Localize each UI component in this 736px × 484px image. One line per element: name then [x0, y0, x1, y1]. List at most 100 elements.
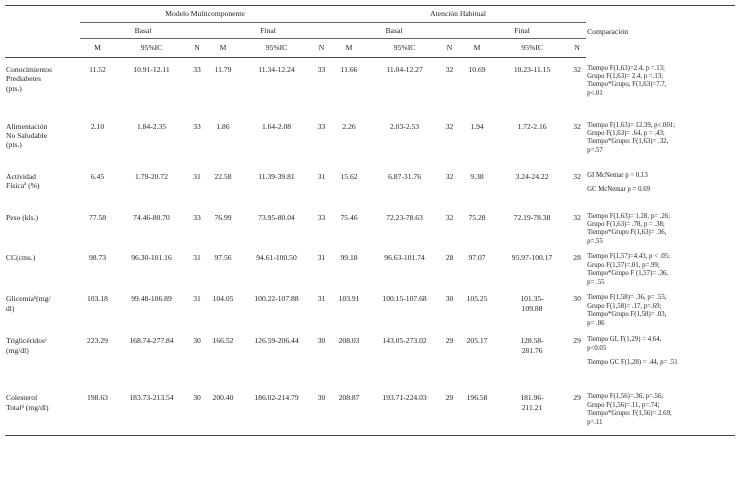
cell-mean: 11.66	[340, 65, 358, 74]
cell-mean: 208.03	[338, 336, 360, 346]
table-row: Conocimientos Prediabetes (pts.) 11.52 10.91…	[5, 58, 735, 115]
cell-ci: 101.35- 109.88	[520, 294, 544, 313]
cell-ci: 94.61-100.50	[256, 253, 297, 263]
cell-mean: 11.52	[89, 65, 106, 74]
cell-ci: 72.23-78.63	[386, 212, 423, 222]
header-row-groups: Modelo Multicomponente Atención Habitual…	[5, 5, 736, 36]
comparison-cell: Tiempo F(1,56)=.36, p=.56; Grupo F(1,56)=…	[586, 386, 735, 435]
cell-ci: 74.46-80.70	[133, 212, 170, 222]
comparison-line: Tiempo*Grupo F(1,63)= .36,	[587, 229, 667, 237]
cell-n: 30	[317, 393, 326, 403]
cell-mean: 98.73	[88, 253, 107, 263]
group-header-multicomponente: Modelo Multicomponente	[80, 5, 331, 23]
comparison-cell: Tiempo F(1,57)=4.43, p < .05; Grupo F(1,5…	[586, 246, 735, 287]
cell-mean: 166.52	[212, 336, 234, 346]
cell-n: 28	[445, 253, 454, 263]
cell-n: 30	[193, 336, 201, 346]
cell-n: 29	[573, 393, 581, 403]
comparison-line: Tiempo F(1,58)= .36, p= .55;	[587, 294, 667, 302]
comparison-line: Tiempo F(1,63)= 1.28, p= .26;	[587, 212, 671, 220]
cell-n: 32	[573, 212, 581, 222]
period-header-final-b: Final	[458, 22, 587, 39]
cell-ci: 126.59-206.44	[254, 336, 299, 346]
cell-ci: 73.95-80.04	[258, 212, 295, 222]
cell-ci: 99.48-106.89	[131, 294, 172, 304]
cell-mean: 99.18	[340, 253, 358, 263]
cell-n: 33	[317, 65, 326, 74]
comparison-line: Grupo F(1,56)=.11, p=.74;	[587, 401, 660, 409]
variable-label-line: Alimentación	[6, 121, 48, 131]
cell-ci: 1.84-2.35	[136, 121, 167, 131]
variable-label: Colesterol Totalᵈ (mg/dl)	[5, 386, 80, 435]
variable-label: Actividad Físicaª (%)	[5, 165, 80, 206]
cell-n: 32	[445, 65, 454, 74]
col-header-n: N	[441, 38, 459, 58]
comparison-line: Tiempo F(1,57)=4.43, p < .05;	[587, 253, 671, 261]
cell-mean: 75.28	[468, 212, 486, 222]
cell-n: 29	[445, 393, 454, 403]
cell-n: 28	[573, 253, 581, 263]
group-header-atencion-habitual: Atención Habitual	[330, 5, 587, 23]
cell-ci: 181.96- 211.21	[520, 393, 544, 412]
cell-mean: 104.05	[212, 294, 234, 304]
col-header-n: N	[188, 38, 206, 58]
cell-ci: 128.58- 281.76	[520, 336, 544, 355]
comparison-line: Tiempo*Grupo, F(1,63)=7.7,	[587, 81, 667, 89]
cell-mean: 1.94	[470, 121, 484, 131]
cell-n: 32	[445, 121, 454, 131]
header-blank	[5, 6, 80, 23]
variable-label: Conocimientos Prediabetes (pts.)	[5, 58, 80, 115]
cell-ci: 193.71-224.03	[382, 393, 427, 403]
cell-mean: 9.38	[470, 171, 484, 181]
cell-n: 33	[317, 212, 326, 222]
variable-label-line: (pts.)	[6, 83, 22, 93]
comparison-line: Tiempo*Grupo F (1,57)= .36,	[587, 270, 669, 278]
cell-ci: 143.05-273.02	[382, 336, 427, 346]
comparison-line: GI McNemar p = 0.13	[587, 171, 648, 179]
cell-mean: 10.69	[468, 65, 486, 74]
comparison-cell: Tiempo F(1,58)= .36, p= .55; Grupo F(1,58…	[586, 287, 735, 329]
period-header-basal-a: Basal	[80, 22, 206, 39]
comparison-header: Comparación	[587, 27, 629, 37]
comparison-line: Tiempo*Grupo F(1,58)= .03,	[587, 311, 667, 319]
cell-mean: 205.17	[466, 336, 488, 346]
cell-ci: 10.91-12.11	[133, 65, 170, 74]
col-header-n: N	[568, 38, 587, 58]
col-header-m: M	[330, 38, 369, 58]
comparison-line: Grupo F(1,63)= .78, p = .38;	[587, 220, 665, 228]
table-body: Conocimientos Prediabetes (pts.) 11.52 10.91…	[5, 58, 736, 436]
cell-n: 31	[193, 171, 201, 181]
comparison-line: Grupo F(1,57)=.01, p=.99;	[587, 261, 660, 269]
variable-label-line: Glicemiaᵇ(mg/	[6, 294, 51, 304]
cell-mean: 196.58	[466, 393, 488, 403]
cell-mean: 208.87	[338, 393, 360, 403]
comparison-line: p= .86	[587, 319, 605, 327]
cell-n: 31	[193, 253, 201, 263]
cell-ci: 96.30-101.16	[131, 253, 172, 263]
cell-mean: 198.63	[87, 393, 108, 403]
cell-mean: 200.40	[212, 393, 234, 403]
variable-label: Alimentación No Saludable (pts.)	[5, 115, 80, 165]
cell-mean: 223.29	[87, 336, 108, 346]
cell-n: 30	[193, 393, 201, 403]
variable-label: Glicemiaᵇ(mg/dl)	[5, 287, 80, 329]
cell-n: 32	[445, 171, 454, 181]
comparison-line: p=.55	[587, 237, 603, 245]
cell-ci: 95.97-100.17	[511, 253, 553, 263]
cell-n: 32	[573, 171, 581, 181]
table-row: Triglicéridosᶜ (mg/dl) 223.29 168.74-277.84…	[5, 329, 735, 386]
cell-n: 31	[317, 171, 326, 181]
cell-ci: 183.73-213.54	[129, 393, 174, 403]
comparison-line: Tiempo F(1,63)=2.4, p =.13;	[587, 64, 665, 72]
table-row: Alimentación No Saludable (pts.) 2.10 1.84-2…	[5, 115, 735, 165]
table-row: Peso (kls.) 77.58 74.46-80.70 33 76.99 73.95-…	[5, 206, 735, 247]
cell-mean: 22.58	[214, 171, 232, 181]
variable-label: CC(cms.)	[5, 246, 80, 287]
cell-ci: 168.74-277.84	[129, 336, 174, 346]
cell-n: 30	[317, 336, 326, 346]
variable-label-line: Totalᵈ (mg/dl)	[6, 402, 49, 412]
comparison-line: Tiempo GI, F(1,29) = 4.64,	[587, 336, 662, 344]
variable-label-line: Actividad	[6, 171, 36, 181]
cell-mean: 75.46	[340, 212, 358, 222]
cell-n: 30	[445, 294, 454, 304]
